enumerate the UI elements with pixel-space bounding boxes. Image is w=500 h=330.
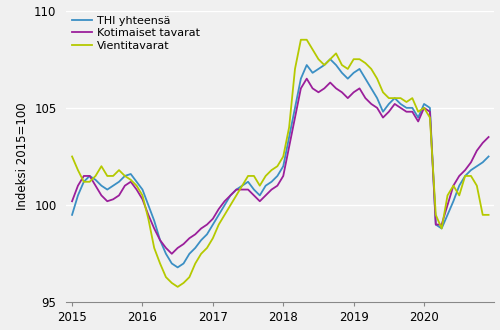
Vientitavarat <box>69 154 75 158</box>
THI yhteensä <box>362 77 368 81</box>
THI yhteensä <box>216 213 222 217</box>
Kotimaiset tavarat <box>486 135 492 139</box>
Vientitavarat <box>316 57 322 61</box>
Kotimaiset tavarat <box>345 96 351 100</box>
Vientitavarat <box>462 174 468 178</box>
Y-axis label: Indeksi 2015=100: Indeksi 2015=100 <box>16 103 28 210</box>
Line: THI yhteensä: THI yhteensä <box>72 59 488 267</box>
Kotimaiset tavarat <box>462 168 468 172</box>
Vientitavarat <box>298 38 304 42</box>
THI yhteensä <box>174 265 180 269</box>
THI yhteensä <box>128 172 134 176</box>
Vientitavarat <box>486 213 492 217</box>
Kotimaiset tavarat <box>316 90 322 94</box>
Kotimaiset tavarat <box>69 199 75 203</box>
THI yhteensä <box>327 57 333 61</box>
Legend: THI yhteensä, Kotimaiset tavarat, Vientitavarat: THI yhteensä, Kotimaiset tavarat, Vienti… <box>70 14 202 53</box>
Kotimaiset tavarat <box>169 252 175 256</box>
Vientitavarat <box>174 285 180 289</box>
THI yhteensä <box>345 77 351 81</box>
THI yhteensä <box>486 154 492 158</box>
Line: Vientitavarat: Vientitavarat <box>72 40 488 287</box>
Kotimaiset tavarat <box>304 77 310 81</box>
THI yhteensä <box>310 71 316 75</box>
Kotimaiset tavarat <box>216 207 222 211</box>
Vientitavarat <box>128 178 134 182</box>
Line: Kotimaiset tavarat: Kotimaiset tavarat <box>72 79 488 254</box>
Vientitavarat <box>345 67 351 71</box>
Kotimaiset tavarat <box>128 180 134 184</box>
THI yhteensä <box>462 174 468 178</box>
THI yhteensä <box>69 213 75 217</box>
Vientitavarat <box>362 61 368 65</box>
Vientitavarat <box>216 223 222 227</box>
Kotimaiset tavarat <box>362 96 368 100</box>
